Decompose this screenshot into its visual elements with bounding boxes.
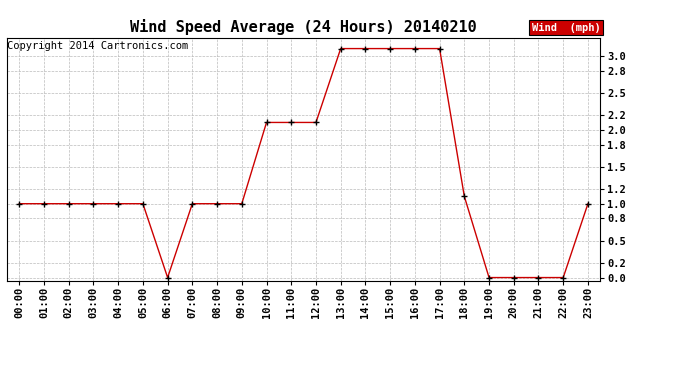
Text: Wind  (mph): Wind (mph) — [531, 22, 600, 33]
Title: Wind Speed Average (24 Hours) 20140210: Wind Speed Average (24 Hours) 20140210 — [130, 19, 477, 35]
Text: Copyright 2014 Cartronics.com: Copyright 2014 Cartronics.com — [7, 41, 188, 51]
